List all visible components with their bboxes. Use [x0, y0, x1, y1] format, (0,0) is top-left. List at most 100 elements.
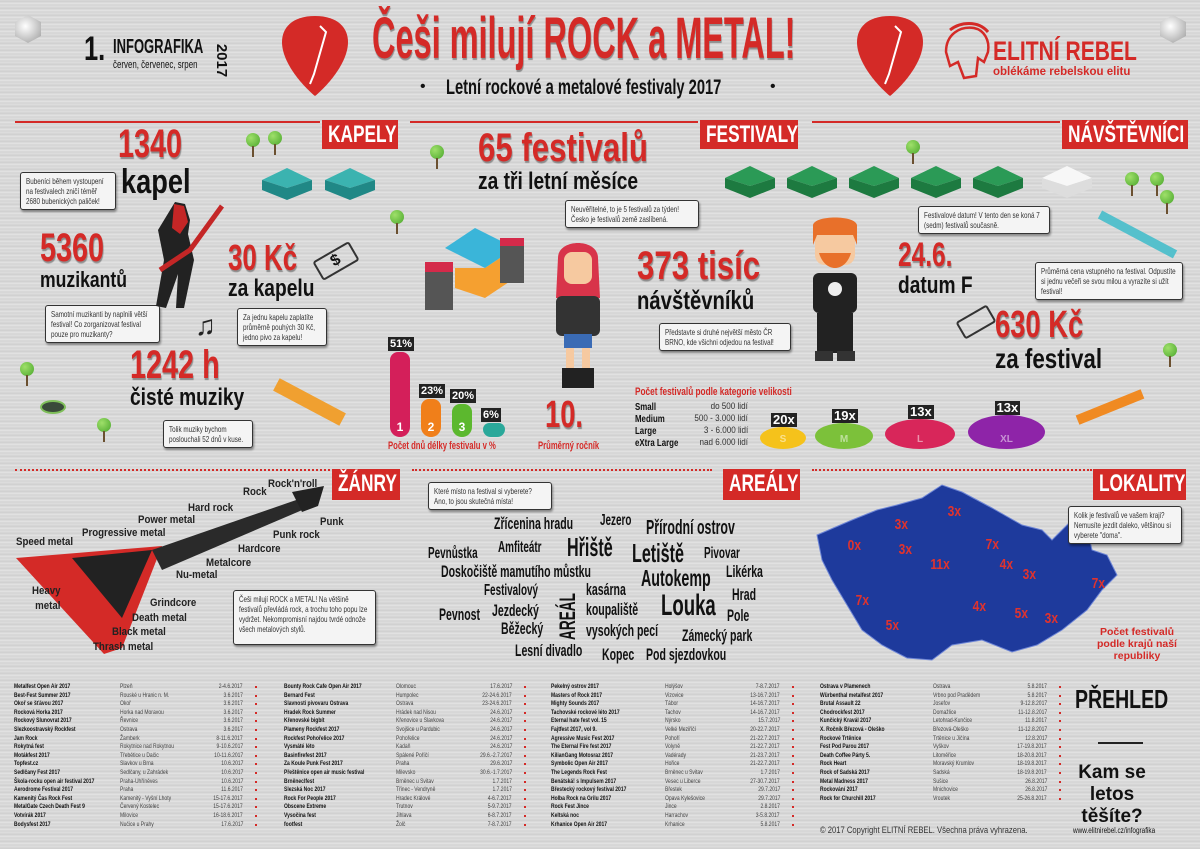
ticket-icon	[955, 304, 997, 340]
genres-note: Češi milují ROCK a METAL! Na většině fes…	[233, 590, 376, 645]
size-disc-count: 13x	[908, 404, 934, 419]
festival-location: Křenovice u Slavkova	[396, 717, 444, 725]
visitor-count-label: návštěvníků	[637, 285, 755, 315]
table-row: Masters of Rock 2017 Vizovice 13-16.7.2017	[551, 692, 800, 700]
table-row: Benátská! s Impulsem 2017 Vesec u Liberce…	[551, 778, 800, 786]
festival-date: 21-22.7.2017	[750, 743, 780, 751]
bullet-dot	[1059, 797, 1061, 800]
guitar-pick-logo	[857, 16, 923, 96]
festival-name: Metalfest Open Air 2017	[14, 683, 71, 690]
note-text: Kolik je festivalů ve vašem kraji? Nemus…	[1074, 510, 1171, 540]
visitor-count-note: Představte si druhé největší město ČR BR…	[659, 323, 791, 351]
festival-name: Ostrava v Plamenech	[820, 683, 871, 690]
music-hours-note: Tolik muziky bychom poslouchali 52 dnů v…	[163, 420, 253, 448]
tree-icon	[1150, 172, 1164, 196]
note-text: Neuvěřitelné, to je 5 festivalů za týden…	[571, 204, 680, 224]
region-count: 11x	[930, 556, 950, 573]
festival-location: Humpolec	[396, 691, 419, 699]
section-navstevnici: NÁVŠTĚVNÍCI	[1062, 120, 1188, 149]
festival-name: Rock of Sadská 2017	[820, 769, 870, 776]
festival-location: Žamberk	[120, 734, 140, 742]
bullet-dot	[255, 729, 257, 731]
festival-location: Hořice	[665, 760, 680, 768]
festival-name: Sedlčany Fest 2017	[14, 769, 61, 776]
festival-date: 10.6.2017	[220, 760, 243, 768]
table-row: Slezkoostravský Rockfest Ostrava 3.6.2017	[14, 726, 263, 734]
venue-word: Amfiteátr	[498, 539, 542, 556]
festival-location: Kadaň	[396, 743, 411, 751]
bands-count-note: Bubeníci během vystoupení na festivalech…	[20, 172, 116, 210]
bullet-dot	[524, 729, 526, 731]
festival-date: 1.7.2017	[492, 777, 512, 785]
festival-location: Hrádek nad Nisou	[396, 708, 436, 716]
fence-icon	[1097, 210, 1178, 259]
map-caption: Počet festivalů podle krajů naší republi…	[1097, 626, 1177, 662]
festival-name: Rock for Churchill 2017	[820, 794, 876, 802]
entrance-gate-icon	[1075, 389, 1145, 425]
festival-name: Břestecký rockový festival 2017	[551, 786, 627, 794]
table-row: Kamenitý Čas Rock Fest Kamenitý - Vyšní L…	[14, 795, 263, 803]
bullet-dot	[792, 823, 794, 826]
bullet-dot	[255, 703, 257, 706]
bolt-icon	[1160, 15, 1186, 43]
festival-date-label: datum F	[898, 272, 973, 299]
festival-location: Mnichovice	[933, 786, 958, 794]
festival-location: Ostrava	[396, 700, 414, 708]
festival-date: 11-12.8.2017	[1017, 708, 1047, 716]
festival-date: 1.7.2017	[492, 786, 512, 794]
campsite-icon	[40, 400, 66, 414]
festival-name: Přeštěnice open air music festival	[284, 769, 365, 776]
festival-date: 29.6.-2.7.2017	[479, 751, 512, 759]
table-row: Rockové Trtěnice Trtěnice u Jičína 12.8.20…	[820, 735, 1067, 743]
venue-word: Pole	[727, 606, 750, 625]
venue-word: Likérka	[726, 562, 763, 581]
festival-location: Ostrava	[120, 726, 138, 733]
bullet-dot	[1059, 772, 1061, 774]
table-row: Eternal hate fest vol. 15 Nýrsko 15.7.2017	[551, 717, 800, 725]
band-price: 30 Kč	[228, 237, 298, 278]
festival-name: Rockový Slunovrat 2017	[14, 717, 72, 725]
tent-icon	[849, 166, 899, 200]
table-row: Bernard Fest Humpolec 22-24.6.2017	[284, 692, 532, 700]
table-row: Mighty Sounds 2017 Tábor 14-16.7.2017	[551, 700, 800, 708]
table-row: Rockování 2017 Mnichovice 26.8.2017	[820, 786, 1067, 794]
festival-date: 12.8.2017	[1024, 734, 1047, 742]
festival-name: Pekelný ostrov 2017	[551, 683, 599, 690]
festival-date: 15-17.6.2017	[213, 794, 243, 802]
festival-location: Hradec Králové	[396, 794, 431, 802]
bullet-dot	[1059, 729, 1061, 731]
festival-name: Chodrockfest 2017	[820, 708, 865, 716]
section-title: AREÁLY	[729, 470, 799, 497]
festival-location: Milevsko	[396, 769, 416, 776]
festival-name: Topfest.cz	[14, 760, 39, 768]
venue-word: Jezero	[600, 512, 632, 529]
genre-label: Rock	[243, 486, 267, 498]
brand-name: ELITNÍ REBEL	[993, 36, 1137, 66]
festival-date: 3.6.2017	[223, 691, 243, 699]
festival-date: 14-16.7.2017	[750, 708, 780, 716]
duration-bar	[483, 423, 505, 437]
website-link[interactable]: www.elitnirebel.cz/infografika	[1073, 826, 1156, 835]
bolt-icon	[15, 15, 41, 43]
section-title: FESTIVALY	[706, 121, 798, 148]
bullet-dot	[524, 815, 526, 817]
duration-bar-label: 20%	[450, 388, 477, 403]
divider	[410, 121, 698, 123]
flying-v-guitar	[16, 486, 324, 654]
festival-date: 6-8.7.2017	[488, 812, 512, 819]
festival-location: Slavkov u Brna	[120, 760, 154, 768]
note-text: Samotní muzikanti by naplnili větší fest…	[51, 309, 148, 339]
venue-word: AREÁL	[555, 593, 580, 640]
spartan-helmet-logo	[944, 22, 990, 80]
average-edition: 10.	[545, 394, 584, 436]
festival-date: 26.8.2017	[1024, 786, 1047, 794]
festival-name: KilianGang Motosraz 2017	[551, 751, 614, 759]
table-row: Pekelný ostrov 2017 Holýšov 7-8.7.2017	[551, 683, 800, 691]
festival-location: Vrbno pod Pradědem	[933, 691, 981, 699]
table-row: Ostrava v Plamenech Ostrava 5.8.2017	[820, 683, 1067, 691]
venue-word: Přírodní ostrov	[646, 517, 735, 539]
stage-icon	[425, 228, 524, 310]
bullet-dot	[524, 789, 526, 792]
note-text: Češi milují ROCK a METAL! Na většině fes…	[239, 594, 368, 634]
festival-name: Aerodrome Festival 2017	[14, 786, 74, 794]
